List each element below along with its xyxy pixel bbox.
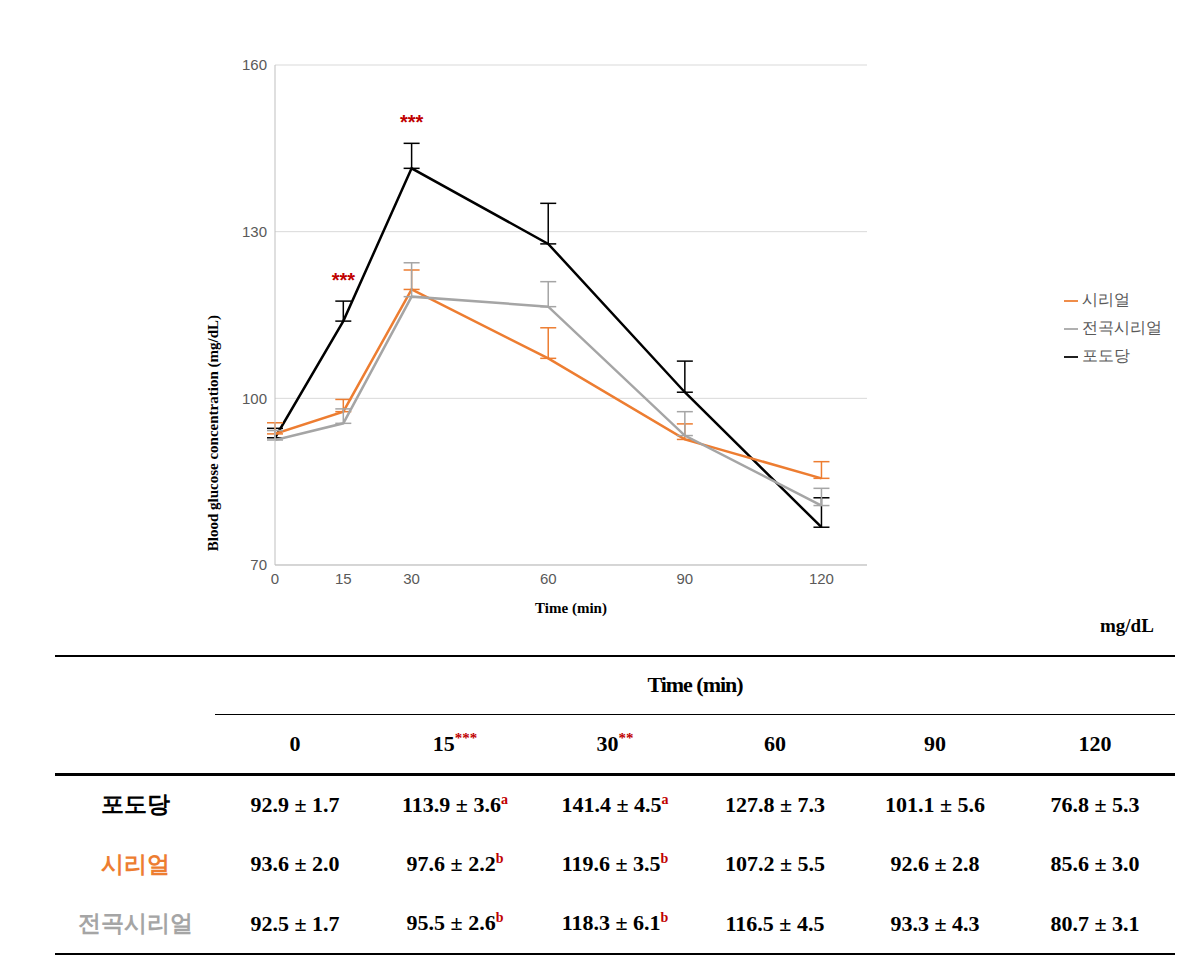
svg-text:15: 15 xyxy=(335,570,352,587)
html-text:127.8 ± 7.3: 127.8 ± 7.3 xyxy=(725,791,825,817)
html-text:포도당: 포도당 xyxy=(1082,346,1130,365)
svg-text:100: 100 xyxy=(242,390,267,407)
svg-text:160: 160 xyxy=(242,56,267,73)
svg-text:Time (min): Time (min) xyxy=(535,600,607,617)
svg-text:***: *** xyxy=(332,269,356,291)
svg-text:60: 60 xyxy=(540,570,557,587)
html-text:포도당: 포도당 xyxy=(100,791,170,818)
html-text:30**: 30** xyxy=(596,729,634,757)
html-text:76.8 ± 5.3: 76.8 ± 5.3 xyxy=(1050,791,1140,817)
html-text:mg/dL: mg/dL xyxy=(1100,615,1154,636)
html-text:120: 120 xyxy=(1078,730,1112,756)
html-text:101.1 ± 5.6: 101.1 ± 5.6 xyxy=(885,791,985,817)
svg-text:90: 90 xyxy=(677,570,694,587)
html-text:Time (min): Time (min) xyxy=(647,672,743,698)
html-text:107.2 ± 5.5: 107.2 ± 5.5 xyxy=(725,851,825,876)
html-text:시리얼: 시리얼 xyxy=(100,850,170,877)
html-text:118.3 ± 6.1b: 118.3 ± 6.1b xyxy=(561,910,669,936)
html-text:92.9 ± 1.7: 92.9 ± 1.7 xyxy=(250,791,340,817)
html-text:113.9 ± 3.6a: 113.9 ± 3.6a xyxy=(402,791,508,817)
svg-text:Blood glucose concentration (m: Blood glucose concentration (mg/dL) xyxy=(205,315,222,551)
html-text:0: 0 xyxy=(289,730,301,756)
html-text:95.5 ± 2.6b: 95.5 ± 2.6b xyxy=(406,910,504,936)
html-text:92.6 ± 2.8: 92.6 ± 2.8 xyxy=(890,851,980,876)
svg-text:70: 70 xyxy=(250,556,267,573)
svg-text:30: 30 xyxy=(403,570,420,587)
html-text:80.7 ± 3.1: 80.7 ± 3.1 xyxy=(1050,910,1140,936)
svg-text:120: 120 xyxy=(809,570,834,587)
html-text:90: 90 xyxy=(924,730,946,756)
html-text:141.4 ± 4.5a: 141.4 ± 4.5a xyxy=(561,791,669,817)
svg-text:0: 0 xyxy=(271,570,279,587)
svg-text:***: *** xyxy=(400,111,424,133)
html-text:시리얼: 시리얼 xyxy=(1082,290,1130,309)
html-text:93.6 ± 2.0: 93.6 ± 2.0 xyxy=(250,851,340,876)
html-text:119.6 ± 3.5b: 119.6 ± 3.5b xyxy=(561,850,669,877)
html-text:전곡시리얼: 전곡시리얼 xyxy=(77,910,193,936)
html-text:93.3 ± 4.3: 93.3 ± 4.3 xyxy=(890,910,980,936)
html-text:92.5 ± 1.7: 92.5 ± 1.7 xyxy=(250,910,340,936)
html-text:116.5 ± 4.5: 116.5 ± 4.5 xyxy=(725,910,825,936)
html-text:전곡시리얼: 전곡시리얼 xyxy=(1082,318,1162,337)
html-text:60: 60 xyxy=(764,730,786,756)
html-text:97.6 ± 2.2b: 97.6 ± 2.2b xyxy=(406,850,504,877)
svg-text:130: 130 xyxy=(242,223,267,240)
html-text:15***: 15*** xyxy=(432,729,478,757)
html-text:85.6 ± 3.0: 85.6 ± 3.0 xyxy=(1050,851,1140,876)
